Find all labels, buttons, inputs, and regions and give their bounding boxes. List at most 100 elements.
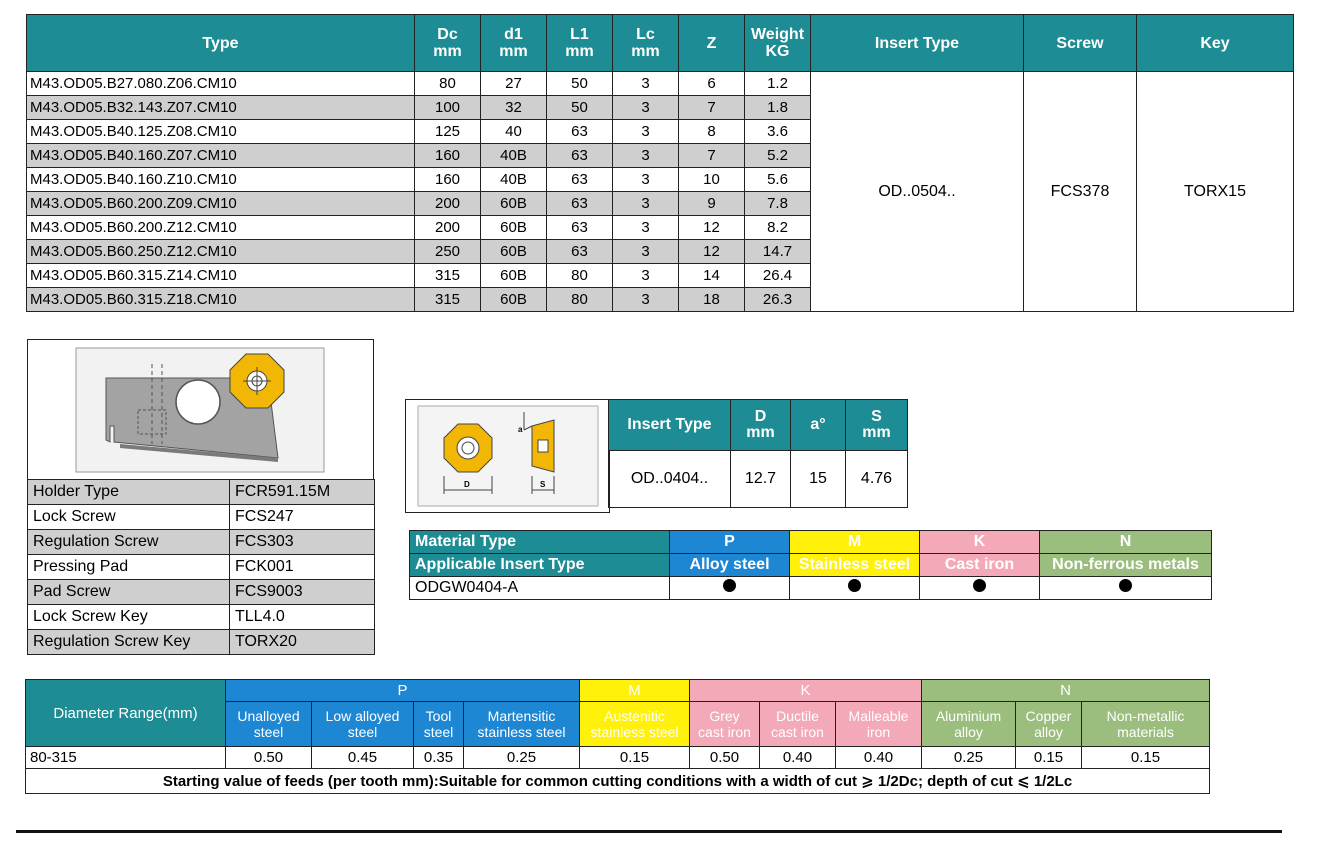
- cell-z: 7: [678, 143, 745, 168]
- cell-d1: 32: [480, 95, 547, 120]
- cell-weight: 14.7: [744, 239, 811, 264]
- suitability-k: [919, 576, 1040, 600]
- group-name-n: Non-ferrous metals: [1039, 553, 1212, 577]
- suitability-m: [789, 576, 920, 600]
- header-type: Type: [26, 14, 415, 72]
- cell-d1: 60B: [480, 191, 547, 216]
- group-name-p: Alloy steel: [669, 553, 790, 577]
- holder-part-value: FCR591.15M: [229, 479, 375, 505]
- cell-dc: 315: [414, 263, 481, 288]
- cell-lc: 3: [612, 191, 679, 216]
- cell-weight: 3.6: [744, 119, 811, 144]
- holder-row: Pressing Pad FCK001: [27, 554, 375, 580]
- feed-group-k: K: [689, 679, 923, 702]
- cell-z: 6: [678, 71, 745, 96]
- cell-type: M43.OD05.B32.143.Z07.CM10: [26, 95, 415, 120]
- insert-diagram: D S a: [417, 405, 599, 507]
- group-code-n: N: [1039, 530, 1212, 554]
- filled-dot-icon: [1119, 579, 1132, 592]
- insert-cell-s: 4.76: [845, 450, 908, 508]
- table-row: M43.OD05.B32.143.Z07.CM10 100 32 50 3 7 1.8: [26, 95, 1294, 120]
- holder-part-label: Holder Type: [27, 479, 230, 505]
- holder-part-label: Regulation Screw: [27, 529, 230, 555]
- cell-l1: 63: [546, 215, 613, 240]
- material-applicability-table: Material Type P M K N Applicable Insert …: [409, 530, 1212, 600]
- cell-z: 14: [678, 263, 745, 288]
- cell-weight: 1.2: [744, 71, 811, 96]
- cell-z: 7: [678, 95, 745, 120]
- cell-type: M43.OD05.B60.315.Z18.CM10: [26, 287, 415, 312]
- cell-lc: 3: [612, 167, 679, 192]
- group-name-m: Stainless steel: [789, 553, 920, 577]
- feed-value: 0.50: [225, 746, 312, 769]
- table-row: M43.OD05.B60.250.Z12.CM10 250 60B 63 3 12 14.7: [26, 239, 1294, 264]
- feed-value: 0.40: [759, 746, 837, 769]
- cell-d1: 40B: [480, 167, 547, 192]
- cell-lc: 3: [612, 71, 679, 96]
- cell-l1: 63: [546, 143, 613, 168]
- feed-subheader-line1: Aluminium: [935, 708, 1002, 724]
- material-type-label: Material Type: [409, 530, 670, 554]
- holder-part-value: FCS9003: [229, 579, 375, 605]
- feed-subheader-line1: Unalloyed: [237, 708, 300, 724]
- diameter-range-label: Diameter Range(mm): [25, 679, 226, 747]
- cell-d1: 60B: [480, 287, 547, 312]
- cell-weight: 7.8: [744, 191, 811, 216]
- filled-dot-icon: [973, 579, 986, 592]
- group-code-m: M: [789, 530, 920, 554]
- cell-d1: 27: [480, 71, 547, 96]
- insert-type-value: OD..0504..: [810, 71, 1024, 312]
- feed-value: 0.40: [835, 746, 923, 769]
- feed-subheader-line1: Martensitic: [487, 708, 556, 724]
- holder-row: Pad Screw FCS9003: [27, 579, 375, 605]
- feed-group-n: N: [921, 679, 1211, 702]
- diagram-label-a: a: [518, 425, 523, 434]
- feed-subheader-line1: Austenitic: [604, 708, 665, 724]
- feed-value: 0.45: [311, 746, 414, 769]
- header-z: Z: [678, 14, 745, 72]
- feed-subheader: Austenitic stainless steel: [579, 701, 691, 747]
- feed-subheader-line2: cast iron: [771, 724, 824, 740]
- header-d1: d1 mm: [480, 14, 547, 72]
- cell-type: M43.OD05.B60.315.Z14.CM10: [26, 263, 415, 288]
- diagram-label-d: D: [464, 480, 470, 489]
- cell-z: 12: [678, 239, 745, 264]
- feed-subheader: Aluminium alloy: [921, 701, 1017, 747]
- cell-type: M43.OD05.B40.125.Z08.CM10: [26, 119, 415, 144]
- table-row: M43.OD05.B40.160.Z07.CM10 160 40B 63 3 7 5.2: [26, 143, 1294, 168]
- cell-l1: 80: [546, 287, 613, 312]
- group-name-k: Cast iron: [919, 553, 1040, 577]
- cell-l1: 80: [546, 263, 613, 288]
- feed-subheader-line2: steel: [423, 724, 454, 740]
- cell-lc: 3: [612, 119, 679, 144]
- holder-row: Lock Screw Key TLL4.0: [27, 604, 375, 630]
- cell-l1: 63: [546, 191, 613, 216]
- cell-l1: 50: [546, 95, 613, 120]
- feed-value: 0.15: [1015, 746, 1083, 769]
- feed-subheader-line2: stainless steel: [477, 724, 566, 740]
- feed-subheader-line2: iron: [866, 724, 891, 740]
- holder-part-label: Pad Screw: [27, 579, 230, 605]
- feed-subheader-line1: Tool: [425, 708, 452, 724]
- cell-weight: 1.8: [744, 95, 811, 120]
- feed-subheader-line2: stainless steel: [590, 724, 679, 740]
- feed-value: 0.25: [921, 746, 1017, 769]
- feed-value: 0.35: [413, 746, 464, 769]
- insert-diagram-panel: D S a: [405, 399, 610, 513]
- holder-part-value: FCK001: [229, 554, 375, 580]
- holder-part-value: FCS247: [229, 504, 375, 530]
- group-code-p: P: [669, 530, 790, 554]
- table-row: M43.OD05.B27.080.Z06.CM10 80 27 50 3 6 1.2 OD..…: [26, 71, 1294, 312]
- feed-subheader-line1: Grey: [709, 708, 740, 724]
- holder-part-value: TORX20: [229, 629, 375, 655]
- applicable-insert-label: Applicable Insert Type: [409, 553, 670, 577]
- feed-subheader: Malleable iron: [835, 701, 923, 747]
- cell-l1: 63: [546, 239, 613, 264]
- feed-value: 0.50: [689, 746, 761, 769]
- cell-dc: 160: [414, 167, 481, 192]
- cell-weight: 5.2: [744, 143, 811, 168]
- holder-part-label: Regulation Screw Key: [27, 629, 230, 655]
- holder-row: Regulation Screw Key TORX20: [27, 629, 375, 655]
- cell-lc: 3: [612, 215, 679, 240]
